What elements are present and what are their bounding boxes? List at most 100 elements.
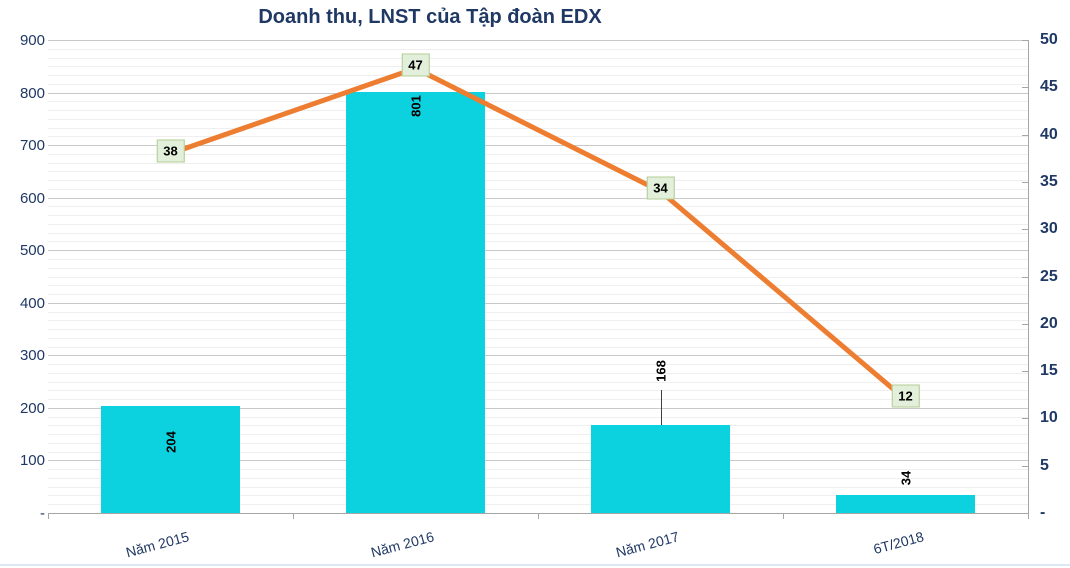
left-axis-tick-label: 600 [19, 189, 45, 207]
minor-gridline [48, 320, 1028, 321]
left-axis-tick-label: 500 [19, 242, 45, 260]
x-axis-tick [1028, 513, 1029, 519]
left-axis-tick-label: 800 [19, 84, 45, 102]
line-series [168, 65, 908, 402]
minor-gridline [48, 84, 1028, 85]
right-axis-tick [1022, 135, 1028, 136]
left-axis-tick-label: 300 [19, 347, 45, 365]
left-axis-tick-label: 900 [19, 32, 45, 49]
minor-gridline [48, 399, 1028, 400]
minor-gridline [48, 390, 1028, 391]
right-axis-tick-label: 5 [1040, 456, 1049, 474]
minor-gridline [48, 101, 1028, 102]
minor-gridline [48, 373, 1028, 374]
bar-value-label: 204 [163, 430, 178, 453]
bar-label-leader-line [660, 389, 662, 425]
right-axis-tick-label: 35 [1040, 172, 1058, 190]
right-axis-tick-label: 50 [1040, 31, 1058, 48]
minor-gridline [48, 58, 1028, 59]
minor-gridline [48, 364, 1028, 365]
x-axis-category-label: Năm 2016 [369, 528, 436, 561]
bar-value-label: 801 [408, 95, 423, 117]
right-axis-tick [1022, 371, 1028, 372]
minor-gridline [48, 215, 1028, 216]
right-axis-tick [1022, 466, 1028, 467]
minor-gridline [48, 338, 1028, 339]
major-gridline [48, 145, 1028, 146]
right-axis-tick [1022, 87, 1028, 88]
minor-gridline [48, 224, 1028, 225]
x-axis-tick [48, 513, 49, 519]
minor-gridline [48, 347, 1028, 348]
minor-gridline [48, 110, 1028, 111]
minor-gridline [48, 312, 1028, 313]
x-axis-category-label: Năm 2017 [614, 528, 681, 561]
minor-gridline [48, 268, 1028, 269]
x-axis-category-label: 6T/2018 [871, 528, 926, 558]
major-gridline [48, 250, 1028, 251]
minor-gridline [48, 189, 1028, 190]
minor-gridline [48, 206, 1028, 207]
line-value-label: 34 [646, 176, 675, 200]
right-axis-tick-label: 45 [1040, 78, 1058, 96]
x-axis-tick [538, 513, 539, 519]
bar-value-label: 168 [653, 359, 668, 382]
minor-gridline [48, 136, 1028, 137]
major-gridline [48, 198, 1028, 199]
bar-Năm 2016 [346, 92, 485, 513]
major-gridline [48, 93, 1028, 94]
right-axis-tick-label: 15 [1040, 362, 1058, 380]
line-value-label: 12 [891, 384, 920, 408]
minor-gridline [48, 154, 1028, 155]
line-value-label: 38 [156, 139, 185, 163]
chart-bottom-border [0, 564, 1070, 566]
minor-gridline [48, 277, 1028, 278]
major-gridline [48, 355, 1028, 356]
right-axis-tick-label: 25 [1040, 267, 1058, 285]
right-axis-tick-label: - [1040, 504, 1046, 521]
left-axis-tick-label: 100 [19, 452, 45, 470]
right-axis-tick-label: 30 [1040, 220, 1058, 238]
right-axis-tick [1022, 277, 1028, 278]
left-axis-tick-label: 700 [19, 137, 45, 155]
bar-value-label: 34 [898, 470, 913, 486]
right-axis-line [1028, 40, 1029, 513]
left-axis-tick-label: - [40, 505, 45, 522]
major-gridline [48, 303, 1028, 304]
x-axis-category-label: Năm 2015 [124, 528, 191, 561]
minor-gridline [48, 163, 1028, 164]
right-axis-tick [1022, 418, 1028, 419]
minor-gridline [48, 329, 1028, 330]
minor-gridline [48, 285, 1028, 286]
minor-gridline [48, 382, 1028, 383]
x-axis-tick [293, 513, 294, 519]
minor-gridline [48, 233, 1028, 234]
right-axis-tick-label: 10 [1040, 409, 1058, 427]
minor-gridline [48, 294, 1028, 295]
minor-gridline [48, 171, 1028, 172]
minor-gridline [48, 180, 1028, 181]
right-axis-tick-label: 20 [1040, 314, 1058, 332]
right-axis-tick [1022, 229, 1028, 230]
minor-gridline [48, 241, 1028, 242]
minor-gridline [48, 128, 1028, 129]
bar-6T/2018 [836, 495, 975, 513]
left-axis-tick-label: 400 [19, 294, 45, 312]
right-axis-tick [1022, 40, 1028, 41]
right-axis-tick-label: 40 [1040, 125, 1058, 143]
major-gridline [48, 40, 1028, 41]
minor-gridline [48, 49, 1028, 50]
bar-Năm 2015 [101, 405, 240, 513]
bar-Năm 2017 [591, 424, 730, 513]
right-axis-tick [1022, 324, 1028, 325]
right-axis-tick [1022, 182, 1028, 183]
line-value-label: 47 [401, 53, 430, 77]
left-axis-tick-label: 200 [19, 399, 45, 417]
minor-gridline [48, 75, 1028, 76]
right-axis-tick [1022, 513, 1028, 514]
x-axis-tick [783, 513, 784, 519]
minor-gridline [48, 259, 1028, 260]
minor-gridline [48, 119, 1028, 120]
chart-title: Doanh thu, LNST của Tập đoàn EDX [258, 6, 602, 28]
